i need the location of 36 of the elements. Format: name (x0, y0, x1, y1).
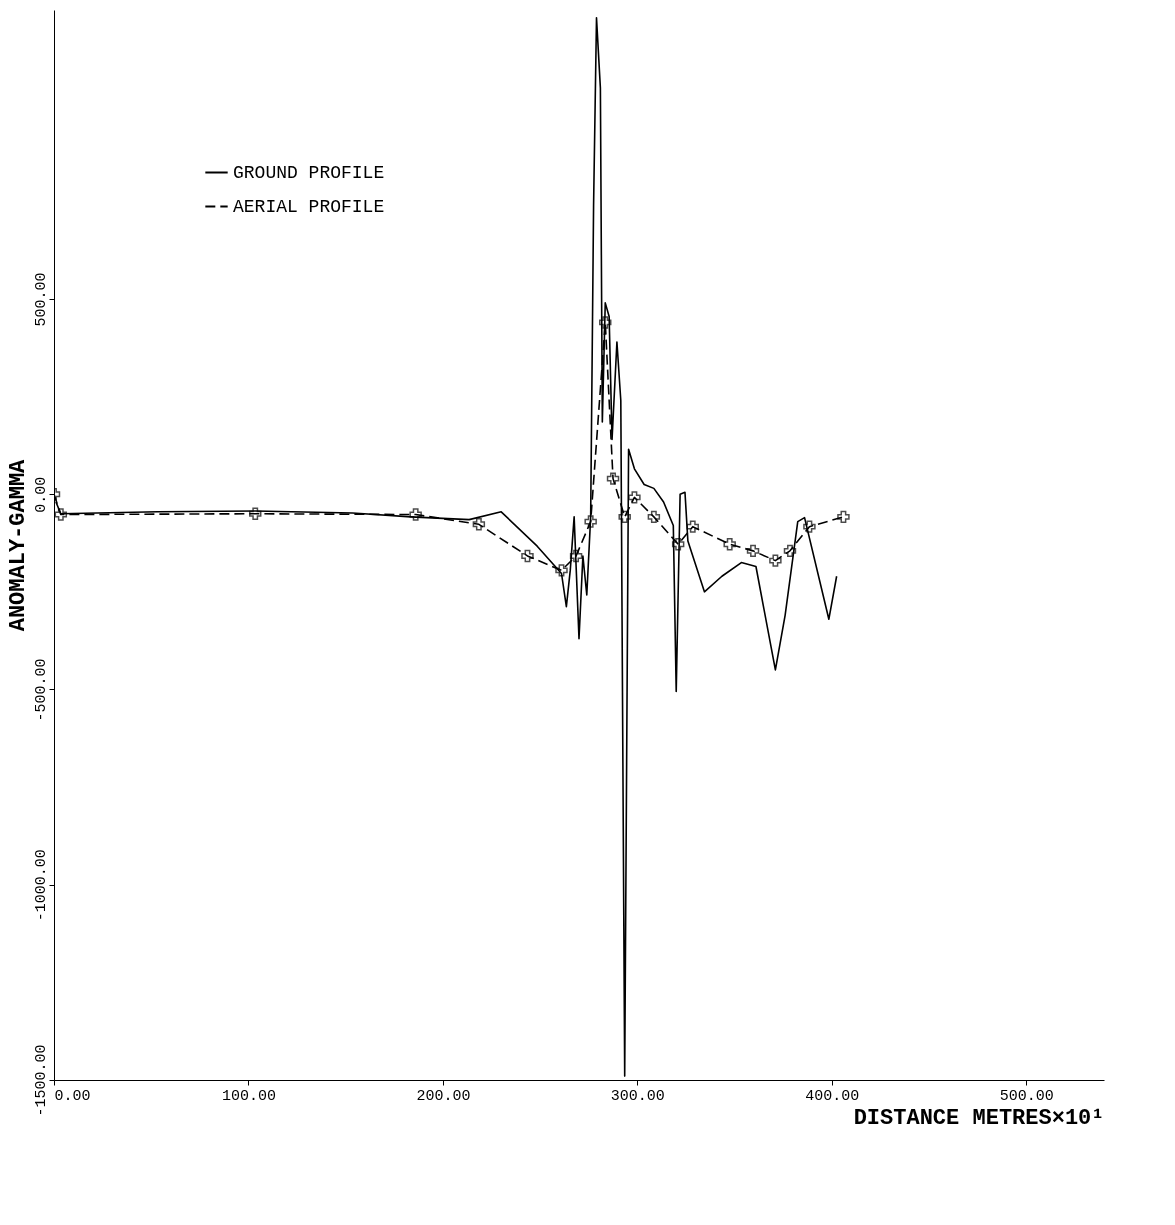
point (409, 508, 422, 521)
point (599, 316, 612, 329)
y-tick-label: 0.00 (32, 476, 50, 513)
point (569, 549, 583, 563)
point (746, 544, 760, 558)
point (783, 544, 797, 558)
point (584, 515, 597, 528)
y-tick-label: 500.00 (32, 272, 50, 327)
point (803, 520, 816, 533)
y-tick-label: -1000.00 (32, 849, 50, 922)
point (723, 537, 736, 551)
legend-label: AERIAL PROFILE (233, 196, 385, 217)
point (671, 537, 685, 551)
x-axis-title: DISTANCE METRES×10¹ (853, 1105, 1105, 1131)
point (769, 554, 782, 567)
point (521, 549, 534, 563)
x-tick-label: 200.00 (416, 1087, 471, 1105)
point (686, 520, 699, 533)
point (606, 472, 620, 485)
point (837, 510, 850, 524)
point (628, 491, 641, 504)
point (472, 518, 486, 531)
point (249, 507, 262, 520)
legend-label: GROUND PROFILE (233, 162, 385, 183)
x-tick-label: 400.00 (805, 1087, 860, 1105)
y-axis-title: ANOMALY-GAMMA (5, 458, 31, 632)
y-tick-label: -1500.00 (32, 1044, 50, 1117)
x-tick-label: 100.00 (221, 1087, 276, 1105)
x-tick-label: 300.00 (610, 1087, 665, 1105)
point (647, 510, 661, 524)
y-tick-label: -500.00 (32, 658, 50, 722)
point (555, 564, 568, 577)
x-tick-label: 500.00 (999, 1087, 1054, 1105)
x-tick-label: 0.00 (54, 1087, 91, 1105)
point (54, 508, 68, 521)
point (618, 510, 631, 524)
